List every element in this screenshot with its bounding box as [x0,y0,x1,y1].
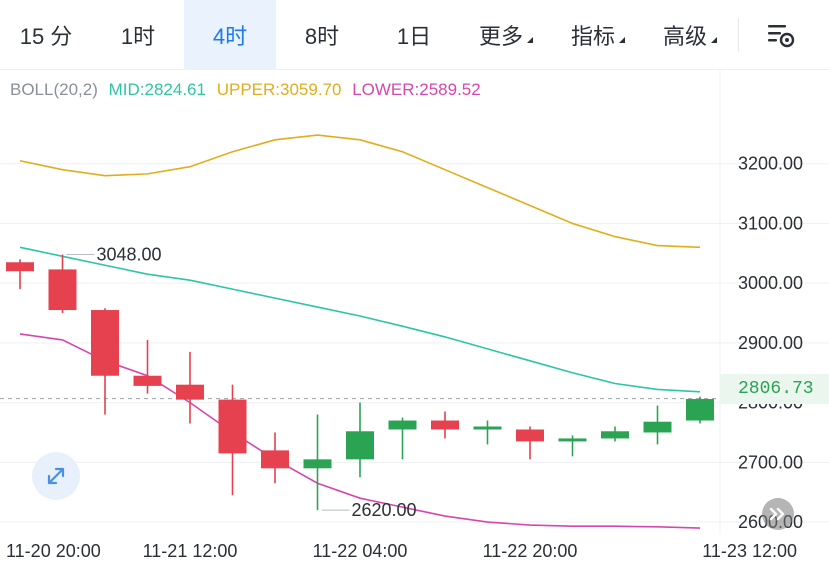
candle-body-up [388,420,417,430]
candle-body-down [6,262,34,272]
y-tick-label: 3200.00 [738,154,803,174]
expand-icon [47,467,65,485]
timeframe-tabbar: 15 分 1时 4时 8时 1日 更多 指标 高级 [0,0,829,70]
x-tick-label: 11-23 12:00 [702,541,797,561]
chevron-down-icon [711,37,717,43]
tab-label: 更多 [478,24,523,49]
expand-chart-button[interactable] [32,452,80,500]
y-tick-label: 2900.00 [738,333,803,353]
tab-label: 1日 [396,24,432,49]
chart-settings-icon [768,25,795,48]
chart-settings-button[interactable] [760,17,800,53]
candle-body-up [473,426,502,430]
candle-body-down [516,429,544,442]
tab-indicators[interactable]: 指标 [552,0,644,70]
candle-body-up [346,431,374,460]
chevron-down-icon [527,37,533,43]
scroll-to-latest-button[interactable] [762,498,794,530]
tab-label: 4时 [212,24,248,49]
candle-body-down [431,420,459,430]
current-price-tag: 2806.73 [720,374,829,404]
tab-8h[interactable]: 8时 [276,0,368,70]
scroll-right-icon [769,507,785,521]
candle-body-up [558,438,587,442]
tab-label: 指标 [570,24,615,49]
price-marker-label: 2620.00 [352,500,417,520]
price-marker-label: 3048.00 [97,245,162,265]
candle-body-down [176,384,204,400]
x-tick-label: 11-22 04:00 [313,541,408,561]
indicator-name: BOLL(20,2) [10,80,98,99]
indicator-upper: UPPER:3059.70 [216,80,342,99]
indicator-legend: BOLL(20,2) MID:2824.61 UPPER:3059.70 LOW… [10,80,487,100]
chevron-down-icon [619,37,625,43]
tab-4h[interactable]: 4时 [184,0,276,70]
tab-label: 1时 [120,24,156,49]
tab-divider [738,18,739,52]
candle-body-up [643,421,672,433]
y-tick-label: 2700.00 [738,452,803,472]
y-tick-label: 3000.00 [738,273,803,293]
candle-body-down [91,310,119,376]
tab-label: 高级 [662,24,707,49]
indicator-mid: MID:2824.61 [108,80,206,99]
candle-body-down [133,375,162,386]
x-tick-label: 11-20 20:00 [6,541,101,561]
tab-label: 8时 [304,24,340,49]
candle-body-up [686,399,714,421]
tab-more[interactable]: 更多 [460,0,552,70]
tab-1h[interactable]: 1时 [92,0,184,70]
x-tick-label: 11-21 12:00 [143,541,238,561]
boll-upper-line [19,134,701,249]
tab-15m[interactable]: 15 分 [0,0,92,70]
candle-body-down [261,450,289,469]
candle-body-up [601,431,629,439]
boll-lower-line [19,333,701,529]
tab-1d[interactable]: 1日 [368,0,460,70]
y-tick-label: 3100.00 [738,213,803,233]
boll-mid-line [19,246,701,393]
candle-body-down [218,399,247,454]
current-price-value: 2806.73 [738,379,814,399]
tab-advanced[interactable]: 高级 [644,0,736,70]
candle-body-down [48,269,77,311]
tab-label: 15 分 [19,24,73,49]
indicator-lower: LOWER:2589.52 [352,80,481,99]
x-tick-label: 11-22 20:00 [483,541,578,561]
candle-body-up [303,459,332,469]
